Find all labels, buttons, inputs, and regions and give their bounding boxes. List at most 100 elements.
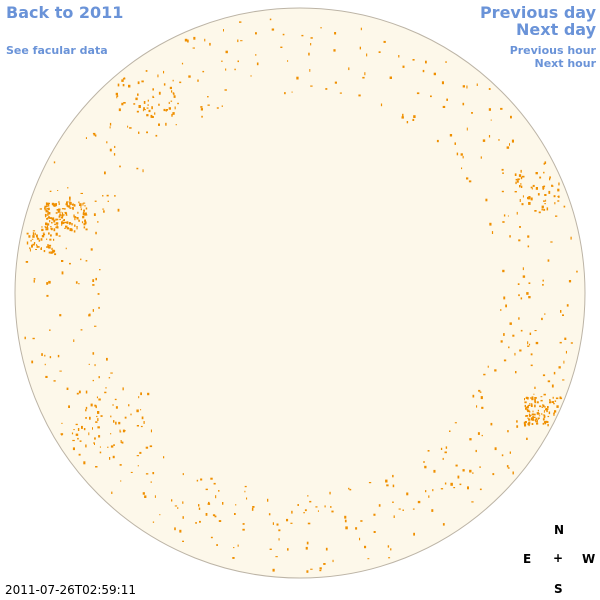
facula-speck [80, 208, 82, 211]
facula-speck [323, 563, 326, 565]
facula-speck [38, 239, 41, 242]
facula-speck [188, 75, 191, 78]
facula-speck [551, 401, 554, 403]
facula-speck [41, 226, 43, 228]
facula-speck [143, 101, 146, 104]
previous-hour-link[interactable]: Previous hour [509, 44, 596, 57]
facula-speck [558, 182, 560, 186]
facula-speck [222, 502, 224, 505]
next-day-link[interactable]: Next day [516, 20, 596, 39]
facula-speck [44, 209, 47, 211]
facula-speck [212, 514, 216, 517]
facula-speck [267, 498, 269, 502]
facula-speck [159, 514, 161, 516]
facula-speck [551, 184, 553, 186]
facula-speck [26, 232, 29, 235]
previous-day-link[interactable]: Previous day [479, 3, 596, 22]
facula-speck [53, 204, 56, 207]
facula-speck [534, 404, 536, 408]
facula-speck [90, 248, 93, 251]
facula-speck [542, 414, 546, 416]
facula-speck [77, 428, 80, 431]
facula-speck [31, 360, 34, 364]
facula-speck [137, 465, 139, 467]
facula-speck [141, 416, 144, 420]
facula-speck [478, 389, 481, 392]
facula-speck [56, 218, 59, 221]
facula-speck [564, 337, 567, 340]
facula-speck [282, 33, 285, 36]
facula-speck [479, 488, 482, 491]
facula-speck [528, 296, 531, 299]
facula-speck [239, 21, 242, 23]
back-to-year-link[interactable]: Back to 2011 [6, 3, 124, 22]
facula-speck [121, 441, 124, 444]
facula-speck [427, 450, 430, 452]
facula-speck [538, 211, 541, 214]
facula-speck [223, 29, 224, 32]
facula-speck [514, 191, 517, 193]
facula-speck [520, 169, 522, 173]
facular-data-link[interactable]: See facular data [6, 44, 108, 57]
facula-speck [69, 196, 71, 200]
facula-speck [30, 240, 32, 242]
facula-speck [52, 217, 55, 221]
facula-speck [519, 174, 522, 177]
facula-speck [37, 246, 40, 248]
facula-speck [53, 219, 56, 223]
compass-east-label: E [523, 552, 532, 566]
facula-speck [74, 217, 76, 221]
facula-speck [373, 531, 376, 533]
facula-speck [200, 478, 203, 481]
facula-speck [442, 105, 446, 108]
facula-speck [140, 409, 142, 411]
facula-speck [519, 199, 521, 202]
facula-speck [237, 544, 239, 547]
facula-speck [82, 216, 85, 219]
facula-speck [67, 187, 69, 189]
facula-speck [137, 93, 139, 96]
facula-speck [269, 548, 272, 550]
facula-speck [171, 499, 173, 502]
facula-speck [545, 408, 548, 410]
facula-speck [565, 350, 567, 354]
facula-speck [532, 415, 534, 419]
facula-speck [491, 231, 494, 234]
facula-speck [57, 210, 60, 213]
next-hour-link[interactable]: Next hour [534, 57, 597, 70]
facula-speck [417, 500, 421, 504]
facula-speck [498, 139, 500, 141]
facula-speck [94, 437, 96, 440]
facula-speck [48, 216, 50, 219]
facula-speck [114, 195, 116, 197]
facula-speck [122, 78, 126, 80]
facula-speck [306, 541, 309, 545]
facula-speck [309, 69, 311, 72]
facula-speck [35, 249, 37, 250]
facula-speck [543, 208, 546, 211]
facula-speck [527, 345, 530, 347]
facula-speck [200, 108, 203, 111]
facula-speck [139, 451, 142, 454]
facula-speck [85, 409, 87, 412]
facula-speck [389, 76, 392, 79]
facula-speck [535, 420, 537, 423]
facula-speck [413, 532, 415, 536]
facula-speck [92, 309, 94, 312]
facula-speck [308, 52, 310, 56]
facula-speck [329, 491, 331, 495]
facula-speck [146, 114, 149, 117]
facula-speck [48, 203, 50, 207]
facula-speck [78, 453, 81, 456]
facula-speck [47, 245, 50, 248]
facula-speck [255, 54, 257, 56]
facula-speck [471, 501, 474, 503]
facula-speck [462, 102, 465, 106]
facula-speck [542, 404, 545, 407]
facula-speck [385, 479, 388, 483]
facula-speck [310, 568, 313, 570]
facula-speck [450, 482, 453, 486]
facula-speck [124, 416, 127, 419]
facula-speck [528, 423, 530, 427]
facula-speck [246, 497, 248, 500]
